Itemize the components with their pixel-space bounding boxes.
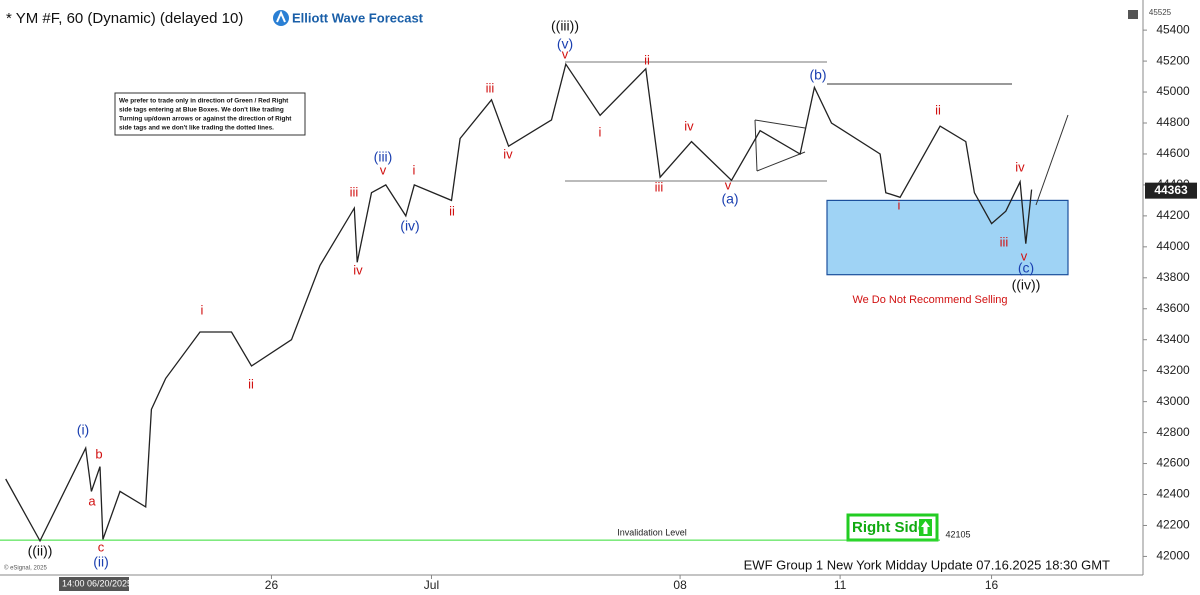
y-tick-label: 45400 [1156, 22, 1190, 36]
wave-label: ii [935, 102, 941, 117]
y-tick-label: 44800 [1156, 115, 1190, 129]
triangle-line [754, 119, 758, 172]
y-tick-label: 42600 [1156, 456, 1190, 470]
window-icon [1128, 10, 1138, 19]
y-tick-label: 43000 [1156, 394, 1190, 408]
wave-label: i [599, 124, 602, 139]
wave-label: (v) [557, 36, 573, 52]
triangle-line [754, 119, 806, 129]
wave-label: v [725, 177, 732, 192]
y-tick-label: 42800 [1156, 425, 1190, 439]
y-tick-label: 45200 [1156, 53, 1190, 67]
wave-label: i [413, 162, 416, 177]
wave-label: We Do Not Recommend Selling [852, 294, 1007, 306]
wave-label: v [1021, 248, 1028, 263]
y-tick-label: 44000 [1156, 239, 1190, 253]
wave-label: iii [350, 184, 359, 199]
footer: EWF Group 1 New York Midday Update 07.16… [744, 557, 1110, 572]
wave-label: (ii) [93, 554, 109, 570]
projection-line [1035, 114, 1069, 206]
wave-label: ((ii)) [28, 543, 53, 559]
note-line: We prefer to trade only in direction of … [119, 98, 289, 105]
note-line: side tags entering at Blue Boxes. We don… [119, 107, 284, 114]
wave-label: ii [248, 376, 254, 391]
note-line: side tags and we don't like trading the … [119, 125, 274, 132]
brand: Elliott Wave Forecast [292, 10, 424, 25]
wave-label: ((iv)) [1012, 277, 1041, 293]
y-tick-label: 42400 [1156, 487, 1190, 501]
wave-label: i [201, 302, 204, 317]
wave-label: v [380, 162, 387, 177]
y-tick-label: 42000 [1156, 549, 1190, 563]
wave-label: c [98, 539, 105, 554]
copyright: © eSignal, 2025 [4, 565, 47, 572]
wave-label: ((iii)) [551, 18, 579, 34]
top-label: 45525 [1149, 8, 1172, 17]
start-label: 14:00 06/20/2025 [62, 578, 132, 588]
wave-label: (c) [1018, 260, 1034, 276]
wave-label: (a) [721, 191, 738, 207]
wave-label: iv [684, 118, 694, 133]
price-line [5, 62, 1033, 543]
brand-icon-mark [276, 10, 286, 23]
x-tick-label: 16 [985, 578, 999, 592]
wave-label: a [88, 493, 96, 508]
y-tick-label: 42200 [1156, 518, 1190, 532]
wave-label: iv [503, 146, 513, 161]
x-tick-label: 08 [673, 578, 687, 592]
start-label-bg [59, 577, 129, 591]
last-price-bg [1145, 182, 1197, 199]
wave-label: iv [353, 262, 363, 277]
invalidation-label: Invalidation Level [617, 528, 687, 538]
y-tick-label: 43800 [1156, 270, 1190, 284]
right-side-label: Right Side [852, 519, 926, 536]
wave-label: ii [644, 52, 650, 67]
last-price: 44363 [1154, 183, 1188, 197]
y-tick-label: 44200 [1156, 208, 1190, 222]
chart-title: * YM #F, 60 (Dynamic) (delayed 10) [6, 10, 243, 27]
y-tick-label: 45000 [1156, 84, 1190, 98]
wave-label: (iv) [400, 218, 419, 234]
wave-label: i [898, 197, 901, 212]
wave-label: (b) [809, 67, 826, 83]
x-tick-label: 26 [265, 578, 279, 592]
y-tick-label: 43600 [1156, 301, 1190, 315]
wave-label: iii [1000, 234, 1009, 249]
wave-label: iii [486, 80, 495, 95]
y-tick-label: 44600 [1156, 146, 1190, 160]
wave-label: iii [655, 179, 664, 194]
note-box [114, 92, 306, 136]
wave-label: v [562, 46, 569, 61]
y-tick-label: 43200 [1156, 363, 1190, 377]
x-tick-label: Jul [424, 578, 439, 592]
y-tick-label: 43400 [1156, 332, 1190, 346]
wave-label: iv [1015, 159, 1025, 174]
wave-label: (iii) [374, 149, 393, 165]
wave-label: (i) [77, 422, 89, 438]
invalidation-value: 42105 [945, 530, 970, 540]
wave-label: b [95, 446, 102, 461]
blue-box [826, 199, 1069, 276]
note-line: Turning up/down arrows or against the di… [119, 116, 292, 123]
x-tick-label: 11 [834, 578, 847, 592]
up-arrow [921, 521, 930, 534]
wave-label: ii [449, 203, 455, 218]
triangle-line [756, 151, 806, 172]
